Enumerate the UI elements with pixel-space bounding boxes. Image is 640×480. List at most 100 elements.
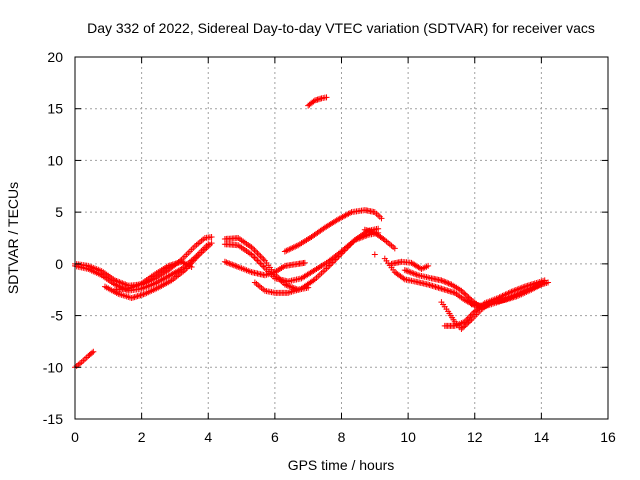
data-point — [344, 244, 351, 251]
data-point — [466, 314, 473, 321]
data-point — [508, 293, 515, 300]
data-point — [470, 309, 477, 316]
data-point — [233, 263, 240, 270]
data-point — [500, 296, 507, 303]
x-axis-label: GPS time / hours — [288, 457, 395, 473]
data-point — [391, 245, 398, 252]
data-point — [325, 263, 332, 270]
y-tick-label: 5 — [55, 204, 63, 220]
series-arc-12 — [361, 226, 398, 252]
data-point — [287, 245, 294, 252]
data-point — [371, 251, 378, 258]
data-point — [465, 294, 472, 301]
data-point — [208, 240, 215, 247]
data-point — [338, 250, 345, 257]
data-point — [260, 263, 267, 270]
data-point — [326, 262, 333, 269]
data-point — [347, 241, 354, 248]
data-point — [283, 247, 290, 254]
data-point — [518, 289, 525, 296]
data-point — [331, 257, 338, 264]
data-point — [409, 269, 416, 276]
data-point — [466, 295, 473, 302]
data-point — [250, 245, 257, 252]
data-point — [286, 246, 293, 253]
data-point — [339, 249, 346, 256]
data-point — [208, 233, 215, 240]
data-point — [410, 270, 417, 277]
x-tick-label: 16 — [600, 429, 616, 445]
data-point — [467, 312, 474, 319]
data-point — [310, 267, 317, 274]
data-point — [403, 267, 410, 274]
data-point — [461, 318, 468, 325]
series-arc-5 — [111, 258, 195, 293]
x-tick-label: 8 — [338, 429, 346, 445]
data-point — [425, 262, 432, 269]
x-tick-label: 2 — [138, 429, 146, 445]
data-point — [520, 288, 527, 295]
x-tick-label: 0 — [71, 429, 79, 445]
data-point — [293, 242, 300, 249]
data-point — [505, 295, 512, 302]
data-point — [287, 283, 294, 290]
data-point — [229, 261, 236, 268]
data-point — [380, 236, 387, 243]
data-point — [526, 286, 533, 293]
data-point — [439, 277, 446, 284]
x-tick-label: 10 — [400, 429, 416, 445]
data-point — [348, 240, 355, 247]
y-tick-label: 0 — [55, 256, 63, 272]
data-point — [512, 291, 519, 298]
data-point — [406, 268, 413, 275]
data-point — [257, 253, 264, 260]
series-arc-18 — [468, 279, 552, 310]
data-point — [412, 271, 419, 278]
data-point — [464, 293, 471, 300]
data-point — [521, 287, 528, 294]
series-arc-14 — [388, 258, 432, 273]
data-point — [508, 288, 515, 295]
data-point — [345, 243, 352, 250]
data-point — [254, 257, 261, 264]
data-point — [290, 244, 297, 251]
data-point — [468, 311, 475, 318]
data-point — [463, 317, 470, 324]
data-point — [499, 297, 506, 304]
data-point — [254, 250, 261, 257]
data-point — [509, 293, 516, 300]
data-point — [347, 209, 354, 216]
data-point — [441, 278, 448, 285]
series-arc-15 — [401, 267, 482, 309]
data-point — [329, 259, 336, 266]
y-tick-label: 20 — [47, 49, 63, 65]
data-point — [221, 258, 228, 265]
series-arc-11 — [305, 94, 330, 109]
data-point — [310, 277, 317, 284]
data-point — [529, 284, 536, 291]
data-point — [459, 324, 466, 331]
data-point — [378, 215, 385, 222]
y-tick-label: 15 — [47, 101, 63, 117]
data-point — [323, 94, 330, 101]
series-arc-10 — [281, 207, 385, 255]
data-point — [335, 253, 342, 260]
data-point — [464, 315, 471, 322]
data-point — [523, 287, 530, 294]
series-arc-19 — [371, 251, 378, 258]
data-point — [89, 349, 96, 356]
data-point — [447, 280, 454, 287]
series-arc-8 — [221, 258, 308, 279]
data-point — [511, 292, 518, 299]
data-point — [527, 285, 534, 292]
data-point — [341, 247, 348, 254]
data-point — [461, 297, 468, 304]
data-point — [342, 246, 349, 253]
data-point — [532, 283, 539, 290]
data-point — [462, 291, 469, 298]
data-point — [459, 289, 466, 296]
axis-ticks: 0 2 4 6 8 10 12 14 16 -15 -10 -5 0 5 10 15 20 — [43, 49, 616, 445]
data-point — [498, 297, 505, 304]
data-point — [258, 254, 265, 261]
data-point — [438, 277, 445, 284]
